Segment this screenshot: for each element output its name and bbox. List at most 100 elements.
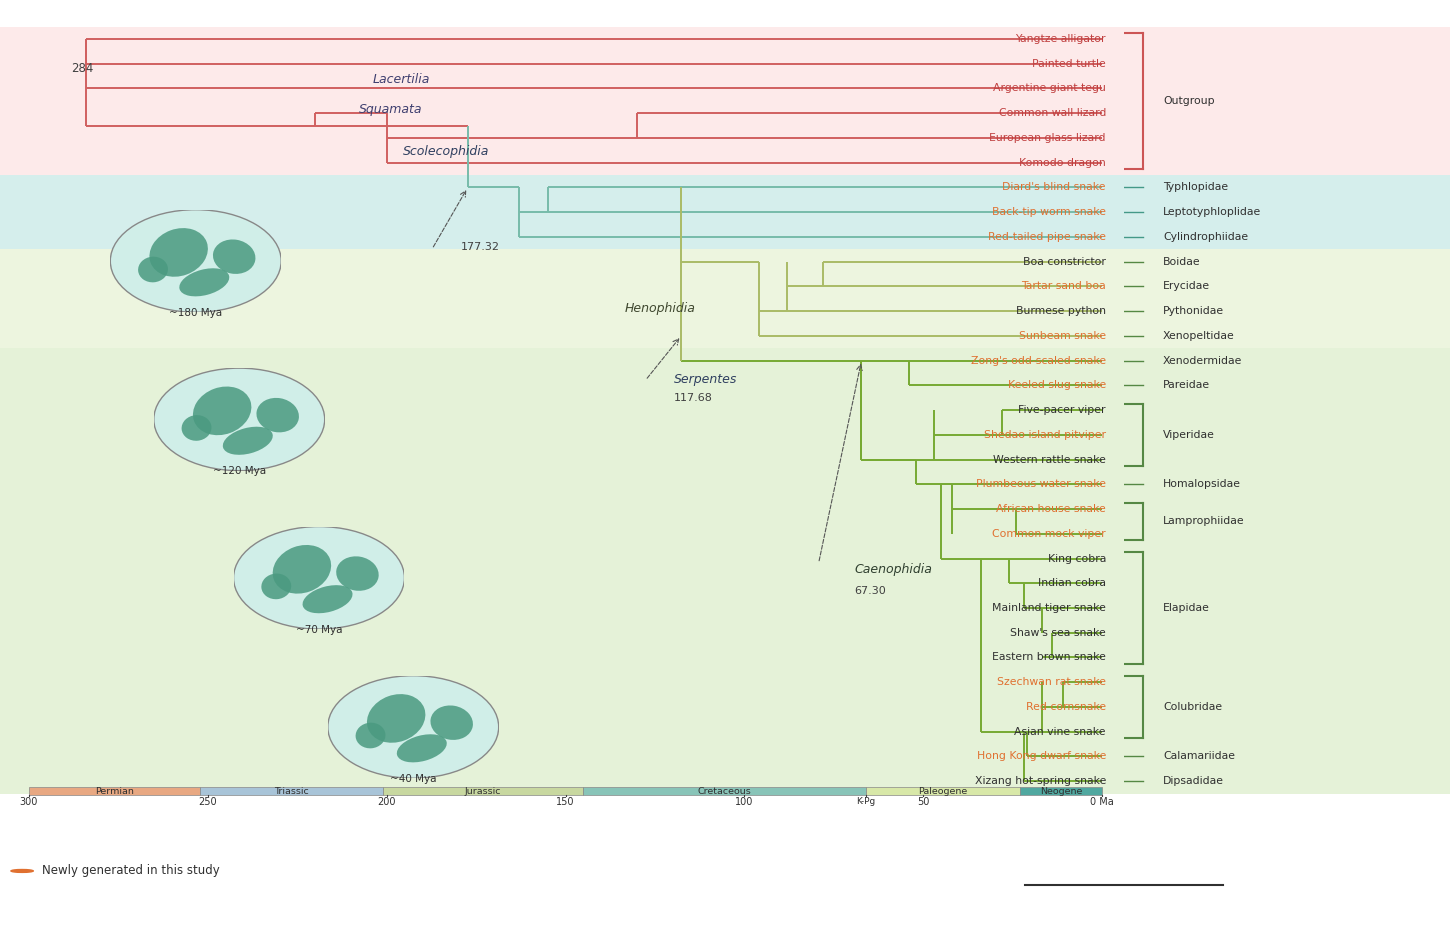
Ellipse shape xyxy=(355,722,386,748)
Text: Boidae: Boidae xyxy=(1163,256,1201,267)
Text: ~180 Mya: ~180 Mya xyxy=(170,308,222,318)
Text: Pythonidae: Pythonidae xyxy=(1163,306,1224,316)
Text: Eastern brown snake: Eastern brown snake xyxy=(992,652,1106,663)
Text: Leptotyphloplidae: Leptotyphloplidae xyxy=(1163,207,1262,217)
Text: Boa constrictor: Boa constrictor xyxy=(1024,256,1106,267)
FancyBboxPatch shape xyxy=(583,788,866,795)
Ellipse shape xyxy=(223,427,273,455)
Text: Yangtze alligator: Yangtze alligator xyxy=(1015,34,1106,44)
Bar xyxy=(1124,349,1450,793)
Text: Dipsadidae: Dipsadidae xyxy=(1163,776,1224,787)
Text: European glass lizard: European glass lizard xyxy=(989,133,1106,143)
Text: Cretaceous: Cretaceous xyxy=(697,787,751,796)
Ellipse shape xyxy=(336,556,378,591)
Text: Xenopeltidae: Xenopeltidae xyxy=(1163,331,1234,341)
Text: Permian: Permian xyxy=(96,787,133,796)
Text: Indian cobra: Indian cobra xyxy=(1038,578,1106,588)
Circle shape xyxy=(12,870,33,872)
Text: Diard's blind snake: Diard's blind snake xyxy=(1002,183,1106,192)
Text: Shedao island pitviper: Shedao island pitviper xyxy=(985,430,1106,440)
Ellipse shape xyxy=(233,527,405,629)
Text: Outgroup: Outgroup xyxy=(1163,96,1215,106)
Text: K-Pg: K-Pg xyxy=(857,797,876,806)
FancyBboxPatch shape xyxy=(866,788,1019,795)
Text: Back-tip worm snake: Back-tip worm snake xyxy=(992,207,1106,217)
Ellipse shape xyxy=(138,256,168,282)
Text: 0 Ma: 0 Ma xyxy=(1090,797,1114,807)
Ellipse shape xyxy=(261,573,291,599)
Ellipse shape xyxy=(181,415,212,441)
Text: Western rattle snake: Western rattle snake xyxy=(993,455,1106,464)
Text: Lacertilia: Lacertilia xyxy=(373,73,429,86)
Text: Viperidae: Viperidae xyxy=(1163,430,1215,440)
Ellipse shape xyxy=(213,240,255,274)
Text: Shaw's sea snake: Shaw's sea snake xyxy=(1011,628,1106,637)
Text: Squamata: Squamata xyxy=(358,103,422,116)
Text: Homalopsidae: Homalopsidae xyxy=(1163,479,1241,489)
Text: 50: 50 xyxy=(918,797,929,807)
Text: Cylindrophiidae: Cylindrophiidae xyxy=(1163,232,1248,242)
Text: 300: 300 xyxy=(19,797,38,807)
Text: 200: 200 xyxy=(377,797,396,807)
Text: Argentine giant tegu: Argentine giant tegu xyxy=(993,84,1106,93)
Text: Painted turtle: Painted turtle xyxy=(1032,59,1106,69)
Text: Zong's odd-scaled snake: Zong's odd-scaled snake xyxy=(972,356,1106,365)
Text: Newly generated in this study: Newly generated in this study xyxy=(42,865,220,877)
Ellipse shape xyxy=(328,676,499,778)
Text: Henophidia: Henophidia xyxy=(625,302,696,315)
Text: Colubridae: Colubridae xyxy=(1163,702,1222,712)
Text: Tartar sand boa: Tartar sand boa xyxy=(1021,281,1106,292)
Ellipse shape xyxy=(303,585,352,613)
Ellipse shape xyxy=(431,706,473,740)
Text: Five-pacer viper: Five-pacer viper xyxy=(1018,405,1106,415)
Text: Xenodermidae: Xenodermidae xyxy=(1163,356,1243,365)
Ellipse shape xyxy=(273,545,331,594)
Text: 67.30: 67.30 xyxy=(854,585,886,596)
Text: Paleogene: Paleogene xyxy=(918,787,967,796)
Bar xyxy=(1124,249,1450,349)
Bar xyxy=(0,349,1131,793)
Text: Caenophidia: Caenophidia xyxy=(854,564,932,577)
Text: 250: 250 xyxy=(199,797,217,807)
Text: Burmese python: Burmese python xyxy=(1016,306,1106,316)
Text: Triassic: Triassic xyxy=(274,787,309,796)
Text: 117.68: 117.68 xyxy=(674,392,713,403)
Text: Serpentes: Serpentes xyxy=(674,373,738,386)
Text: Xizang hot-spring snake: Xizang hot-spring snake xyxy=(974,776,1106,787)
FancyBboxPatch shape xyxy=(200,788,383,795)
FancyBboxPatch shape xyxy=(29,788,200,795)
Text: Plumbeous water snake: Plumbeous water snake xyxy=(976,479,1106,489)
Text: Red-tailed pipe snake: Red-tailed pipe snake xyxy=(987,232,1106,242)
Text: African house snake: African house snake xyxy=(996,504,1106,514)
Text: 100: 100 xyxy=(735,797,754,807)
Ellipse shape xyxy=(154,368,325,471)
Text: Pareidae: Pareidae xyxy=(1163,380,1209,391)
Text: Hong Kong dwarf snake: Hong Kong dwarf snake xyxy=(976,751,1106,761)
Bar xyxy=(0,27,1131,175)
FancyBboxPatch shape xyxy=(1019,788,1102,795)
FancyBboxPatch shape xyxy=(383,788,583,795)
Text: Neogene: Neogene xyxy=(1040,787,1082,796)
Ellipse shape xyxy=(193,387,251,435)
Bar xyxy=(0,249,1131,349)
Text: 284: 284 xyxy=(71,62,94,75)
Text: Szechwan rat snake: Szechwan rat snake xyxy=(998,678,1106,687)
Text: Lamprophiidae: Lamprophiidae xyxy=(1163,516,1244,527)
Bar xyxy=(0,175,1131,249)
Text: King cobra: King cobra xyxy=(1047,554,1106,564)
Ellipse shape xyxy=(110,210,281,312)
Ellipse shape xyxy=(149,228,207,277)
Text: Common wall lizard: Common wall lizard xyxy=(999,108,1106,118)
Bar xyxy=(1124,27,1450,175)
Text: ~120 Mya: ~120 Mya xyxy=(213,466,265,476)
Text: Red cornsnake: Red cornsnake xyxy=(1025,702,1106,712)
Text: 177.32: 177.32 xyxy=(461,242,500,252)
Text: Komodo dragon: Komodo dragon xyxy=(1019,158,1106,168)
Bar xyxy=(1124,175,1450,249)
Text: ~40 Mya: ~40 Mya xyxy=(390,774,436,784)
Text: Mainland tiger snake: Mainland tiger snake xyxy=(992,603,1106,613)
Text: ~70 Mya: ~70 Mya xyxy=(296,624,342,635)
Text: Erycidae: Erycidae xyxy=(1163,281,1209,292)
Text: 150: 150 xyxy=(557,797,574,807)
Text: Jurassic: Jurassic xyxy=(465,787,502,796)
